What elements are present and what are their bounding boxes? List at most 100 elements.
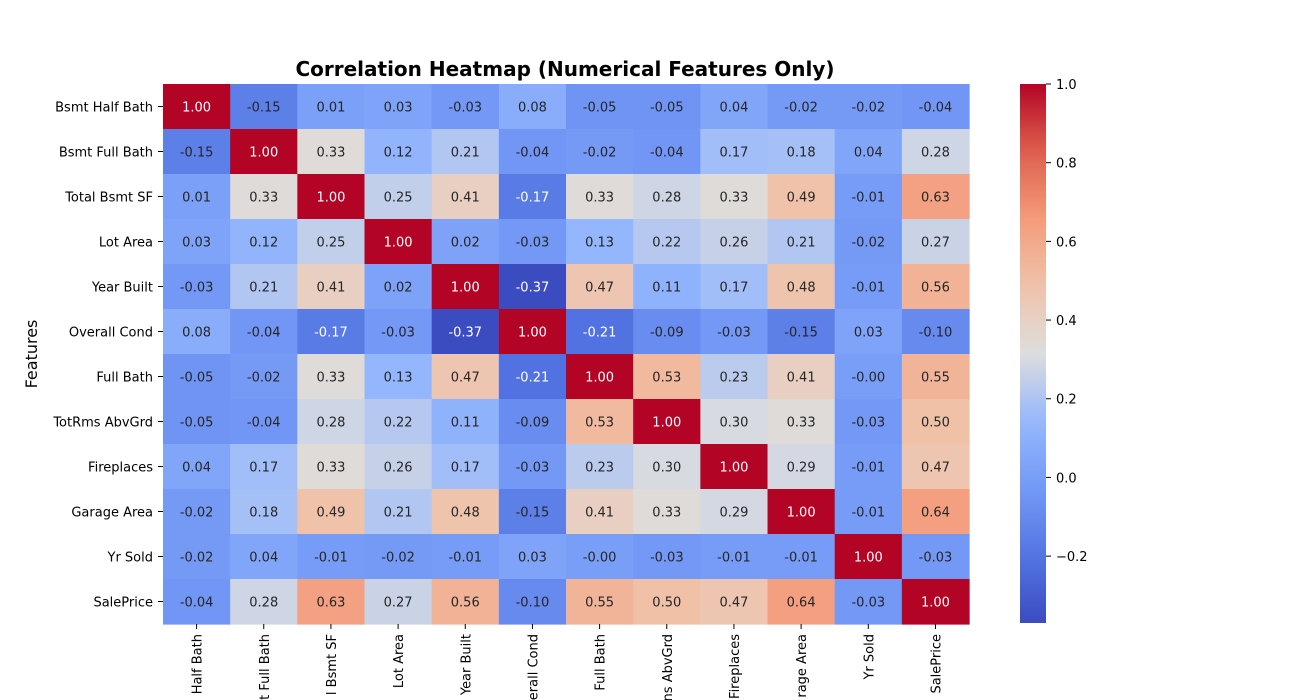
cell-value-label: 0.08 (182, 326, 211, 341)
heatmap-cell (364, 579, 433, 625)
cell-value-label: 0.64 (787, 596, 816, 611)
heatmap-cell (633, 309, 701, 355)
cell-value-label: -0.01 (717, 551, 751, 566)
cell-value-label: -0.02 (851, 101, 885, 116)
heatmap-cell (566, 354, 634, 400)
heatmap-cell (230, 129, 298, 175)
y-tick-label: Garage Area (71, 506, 153, 521)
cell-value-label: 0.56 (451, 596, 480, 611)
cell-value-label: -0.03 (851, 596, 885, 611)
heatmap-cell (230, 489, 298, 535)
heatmap-cell (700, 309, 769, 355)
cell-value-label: -0.03 (919, 551, 953, 566)
cell-value-label: -0.10 (919, 326, 953, 341)
cell-value-label: 0.26 (719, 236, 748, 251)
heatmap-cell (297, 534, 366, 580)
cell-value-label: 0.22 (384, 416, 413, 431)
cell-value-label: -0.37 (448, 326, 482, 341)
heatmap-cell (163, 264, 231, 310)
heatmap-cell (498, 129, 567, 175)
heatmap-cell (297, 264, 366, 310)
heatmap-cell (431, 444, 500, 490)
x-tick-label: t Full Bath (258, 634, 273, 700)
heatmap-cell (901, 444, 970, 490)
heatmap-cell (230, 174, 298, 220)
cell-value-label: 1.00 (384, 236, 413, 251)
heatmap-cell (633, 264, 701, 310)
heatmap-cell (834, 129, 903, 175)
cell-value-label: 0.41 (316, 281, 345, 296)
heatmap-cell (230, 264, 298, 310)
y-tick-label: Total Bsmt SF (64, 191, 153, 206)
cell-value-label: 0.23 (585, 461, 614, 476)
cell-value-label: 1.00 (921, 596, 950, 611)
x-tick-label: rage Area (795, 634, 810, 698)
cell-value-label: 0.21 (384, 506, 413, 521)
cell-value-label: 0.21 (249, 281, 278, 296)
heatmap-cell (431, 219, 500, 265)
heatmap-cell (901, 309, 970, 355)
heatmap-cell (364, 129, 433, 175)
cell-value-label: 1.00 (316, 191, 345, 206)
heatmap-cell (566, 309, 634, 355)
cell-value-label: -0.01 (314, 551, 348, 566)
cell-value-label: 0.17 (719, 146, 748, 161)
cell-value-label: 0.41 (585, 506, 614, 521)
cell-value-label: 1.00 (719, 461, 748, 476)
cell-value-label: 0.30 (652, 461, 681, 476)
heatmap-cell (767, 579, 836, 625)
heatmap-cell (364, 264, 433, 310)
y-tick-label: Overall Cond (69, 326, 153, 341)
cell-value-label: 0.11 (652, 281, 681, 296)
cell-value-label: 0.28 (316, 416, 345, 431)
heatmap-cell (700, 219, 769, 265)
cell-value-label: 0.25 (384, 191, 413, 206)
heatmap-cell (297, 84, 366, 130)
cell-value-label: -0.02 (247, 371, 281, 386)
heatmap-cell (163, 534, 231, 580)
cell-value-label: 0.13 (585, 236, 614, 251)
y-axis-label: Features (22, 320, 41, 389)
y-tick-label: SalePrice (93, 596, 153, 611)
heatmap-cell (498, 219, 567, 265)
cell-value-label: 0.33 (316, 371, 345, 386)
cell-value-label: 0.63 (316, 596, 345, 611)
cell-value-label: 0.48 (451, 506, 480, 521)
heatmap-cell (297, 219, 366, 265)
heatmap-cell (700, 354, 769, 400)
heatmap-cell (700, 399, 769, 445)
x-tick-label: ns AbvGrd (661, 634, 676, 700)
y-tick-label: Year Built (91, 281, 153, 296)
heatmap-cell (834, 84, 903, 130)
cell-value-label: 0.47 (921, 461, 950, 476)
heatmap-cell (431, 489, 500, 535)
cell-value-label: -0.15 (180, 146, 214, 161)
heatmap-cell (498, 579, 567, 625)
cell-value-label: -0.02 (851, 236, 885, 251)
cell-value-label: -0.02 (180, 551, 214, 566)
heatmap-cell (901, 579, 970, 625)
heatmap-cell (834, 489, 903, 535)
cell-value-label: 1.00 (249, 146, 278, 161)
colorbar-tick-label: 0.0 (1056, 471, 1077, 486)
cell-value-label: -0.03 (650, 551, 684, 566)
cell-value-label: 0.55 (921, 371, 950, 386)
cell-value-label: 1.00 (854, 551, 883, 566)
cell-value-label: -0.01 (851, 191, 885, 206)
y-tick-label: Bsmt Full Bath (59, 146, 153, 161)
heatmap-cell (700, 579, 769, 625)
cell-value-label: -0.09 (650, 326, 684, 341)
cell-value-label: -0.37 (516, 281, 550, 296)
cell-value-label: -0.00 (851, 371, 885, 386)
cell-value-label: -0.05 (583, 101, 617, 116)
cell-value-label: 0.29 (787, 461, 816, 476)
heatmap-cell (566, 129, 634, 175)
cell-value-label: -0.05 (650, 101, 684, 116)
y-tick-label: Lot Area (99, 236, 153, 251)
heatmap-cell (297, 174, 366, 220)
cell-value-label: -0.01 (851, 461, 885, 476)
heatmap-cell (834, 444, 903, 490)
cell-value-label: 0.12 (384, 146, 413, 161)
cell-value-label: -0.04 (180, 596, 214, 611)
cell-value-label: 1.00 (451, 281, 480, 296)
